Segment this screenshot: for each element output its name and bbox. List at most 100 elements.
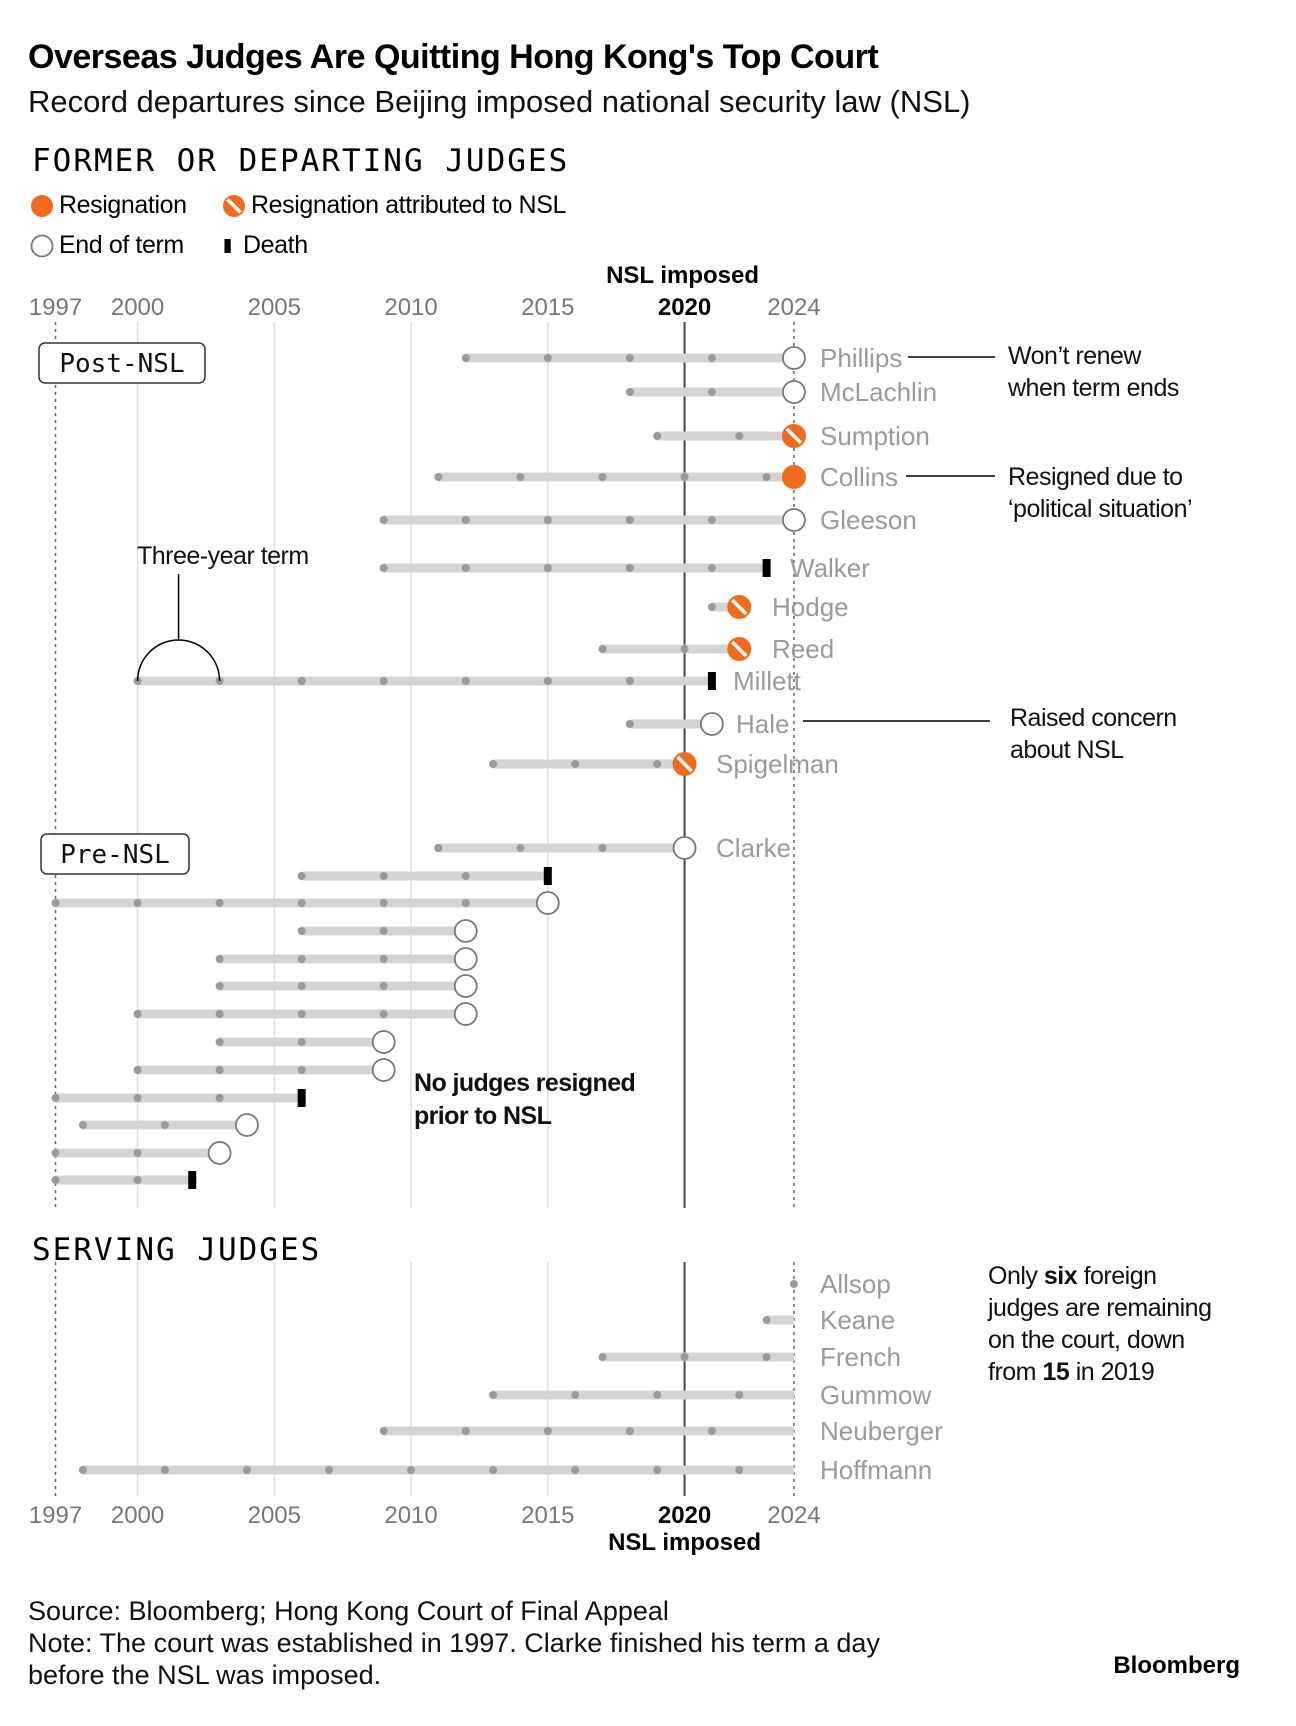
post-sumption-outcome-marker	[781, 424, 806, 448]
pre-row-10-term-dot	[160, 1121, 169, 1129]
post-walker-term-dot	[707, 564, 716, 572]
post-phillips-term-dot	[461, 354, 470, 362]
serving-allsop-term-dot	[789, 1280, 798, 1288]
serving-hoffmann-term-dot	[325, 1466, 333, 1474]
serving-hoffmann-term-dot	[489, 1466, 498, 1474]
pre-row-3-outcome-marker	[453, 919, 478, 943]
six-remaining-annotation-line-1: Only six foreign	[988, 1262, 1157, 1290]
post-walker-term-dot	[379, 564, 388, 572]
pre-row-8-term-dot	[133, 1066, 142, 1074]
x-tick-label-bottom-2015: 2015	[521, 1502, 574, 1529]
post-spigelman-name-label: Spigelman	[716, 749, 839, 779]
post-gleeson-name-label: Gleeson	[820, 505, 917, 535]
six-remaining-annotation-line-3: on the court, down	[988, 1326, 1185, 1354]
six-remaining-annotation-segment: Only	[988, 1262, 1044, 1290]
post-gleeson-outcome-marker	[782, 508, 806, 532]
post-gleeson-term-dot	[707, 516, 716, 524]
pre-row-11-outcome-marker	[207, 1141, 232, 1165]
chart-title: Overseas Judges Are Quitting Hong Kong's…	[28, 38, 879, 76]
post-hale-term-dot	[625, 720, 634, 728]
pre-row-8-outcome-marker	[371, 1058, 396, 1082]
post-spigelman-term-dot	[489, 760, 498, 768]
pre-row-7-outcome-marker	[371, 1030, 396, 1054]
serving-gummow-name-label: Gummow	[820, 1380, 931, 1410]
six-remaining-annotation-segment: 15	[1042, 1358, 1069, 1386]
three-year-term-annotation: Three-year term	[137, 542, 309, 570]
x-tick-label-top-1997: 1997	[29, 294, 82, 321]
pre-row-5-term-dot	[379, 982, 388, 990]
post-phillips-term-dot	[707, 354, 716, 362]
post-collins-term-dot	[680, 473, 689, 481]
serving-gummow-term-dot	[571, 1391, 580, 1399]
post-gleeson-term-dot	[379, 516, 388, 524]
x-tick-label-bottom-2010: 2010	[384, 1502, 437, 1529]
three-year-term-bracket	[136, 639, 221, 682]
nsl-label-bottom: NSL imposed	[608, 1529, 761, 1556]
post-clarke-name-label: Clarke	[716, 833, 791, 863]
pre-row-2-term-dot	[215, 899, 224, 907]
serving-french-term-dot	[680, 1353, 689, 1361]
pre-row-12-term-dot	[133, 1176, 142, 1184]
legend-resignation: Resignation	[29, 191, 187, 220]
legend-resignation-nsl-label: Resignation attributed to NSL	[251, 191, 566, 219]
serving-french-term-dot	[598, 1353, 607, 1361]
end-of-term-marker-icon	[30, 234, 54, 257]
post-clarke-term-dot	[516, 844, 525, 852]
pre-row-11-term-dot	[51, 1149, 60, 1157]
source-note: Source: Bloomberg; Hong Kong Court of Fi…	[28, 1596, 669, 1626]
x-tick-label-top-2000: 2000	[111, 294, 164, 321]
x-tick-label-bottom-2024: 2024	[767, 1502, 820, 1529]
pre-row-4-term-dot	[297, 955, 306, 963]
phillips-annotation-line-1: Won’t renew	[1008, 342, 1142, 370]
pre-row-12-outcome-marker	[188, 1171, 197, 1189]
pre-row-9-term-dot	[133, 1094, 142, 1102]
legend-end-of-term: End of term	[29, 231, 184, 260]
pre-row-9-outcome-marker	[297, 1089, 306, 1107]
pre-row-6-term-dot	[215, 1010, 224, 1018]
post-millett-term-dot	[625, 677, 634, 685]
serving-hoffmann-term-dot	[407, 1466, 416, 1474]
post-nsl-group-label: Post-NSL	[59, 349, 184, 379]
serving-french-term-dot	[762, 1353, 771, 1361]
post-millett-term-dot	[543, 677, 552, 685]
section-former-heading: FORMER OR DEPARTING JUDGES	[32, 143, 570, 179]
pre-row-10-outcome-marker	[235, 1113, 259, 1137]
post-sumption-term-dot	[735, 432, 744, 440]
x-tick-label-top-2020: 2020	[658, 294, 711, 321]
post-hale-outcome-marker	[700, 712, 724, 736]
post-walker-term-dot	[461, 564, 470, 572]
six-remaining-annotation-segment: from	[988, 1358, 1042, 1386]
post-phillips-term-dot	[543, 354, 552, 362]
six-remaining-annotation-segment: six	[1044, 1262, 1078, 1290]
post-sumption-term-dot	[653, 432, 662, 440]
post-reed-outcome-marker-stripe	[731, 640, 748, 658]
serving-hoffmann-term-dot	[571, 1466, 580, 1474]
pre-row-3-term-dot	[379, 927, 388, 935]
pre-row-10-term-dot	[78, 1121, 87, 1129]
serving-hoffmann-term-dot	[735, 1466, 744, 1474]
pre-row-2-term-dot	[461, 899, 470, 907]
serving-neuberger-term-dot	[707, 1427, 716, 1435]
collins-annotation-line-1: Resigned due to	[1008, 463, 1183, 491]
post-millett-name-label: Millett	[733, 666, 802, 696]
pre-row-2-term-dot	[51, 899, 60, 907]
legend-resignation-nsl: Resignation attributed to NSL	[221, 191, 566, 220]
pre-row-1-term-dot	[297, 872, 306, 880]
post-spigelman-outcome-marker	[672, 752, 697, 776]
pre-row-8-term-dot	[297, 1066, 306, 1074]
post-reed-outcome-marker	[727, 637, 752, 661]
pre-row-2-term-dot	[133, 899, 142, 907]
post-spigelman-outcome-marker-stripe	[676, 755, 693, 773]
post-phillips-outcome-marker	[782, 346, 806, 370]
serving-french-name-label: French	[820, 1342, 901, 1372]
pre-row-3-term-dot	[297, 927, 306, 935]
serving-neuberger-name-label: Neuberger	[820, 1416, 943, 1446]
bloomberg-logo: Bloomberg	[1113, 1652, 1240, 1679]
footnote-line-1: Note: The court was established in 1997.…	[28, 1628, 880, 1658]
hale-annotation-line-2: about NSL	[1010, 736, 1124, 764]
serving-keane-term-dot	[762, 1316, 771, 1324]
post-sumption-outcome-marker-stripe	[785, 427, 803, 445]
pre-row-7-term-dot	[297, 1038, 306, 1046]
chart-subtitle: Record departures since Beijing imposed …	[28, 84, 971, 119]
